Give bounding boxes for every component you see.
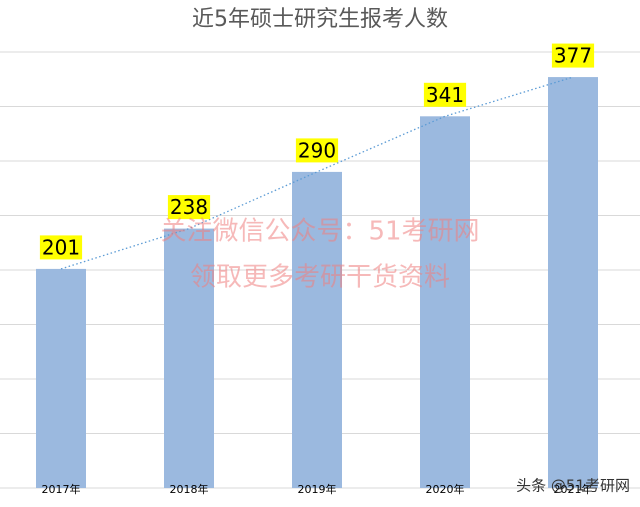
data-label-background: [295, 138, 339, 163]
trend-line: [60, 76, 574, 270]
watermark: 关注微信公众号：51考研网: [160, 217, 479, 247]
footer-watermark: 头条 @51考研网: [516, 477, 630, 495]
x-tick-label: 2019年: [298, 482, 337, 496]
x-tick-label: 2018年: [170, 482, 209, 496]
watermark: 领取更多考研干货资料: [190, 263, 450, 293]
data-label: 377: [554, 44, 592, 68]
data-label: 201: [42, 235, 80, 259]
data-label: 341: [426, 83, 464, 107]
x-tick-label: 2017年: [42, 482, 81, 496]
x-tick-label: 2021年: [554, 482, 593, 496]
x-tick-label: 2020年: [426, 482, 465, 496]
bar: [292, 171, 342, 488]
bar: [420, 116, 470, 488]
data-label-background: [551, 43, 595, 68]
chart-title: 近5年硕士研究生报考人数: [192, 7, 448, 32]
data-label: 238: [170, 195, 208, 219]
bar: [36, 268, 86, 488]
data-label-background: [39, 235, 83, 260]
bar: [548, 77, 598, 488]
data-label-background: [167, 195, 211, 220]
data-label-background: [423, 82, 467, 107]
data-label: 290: [298, 138, 336, 162]
bar: [164, 228, 214, 488]
